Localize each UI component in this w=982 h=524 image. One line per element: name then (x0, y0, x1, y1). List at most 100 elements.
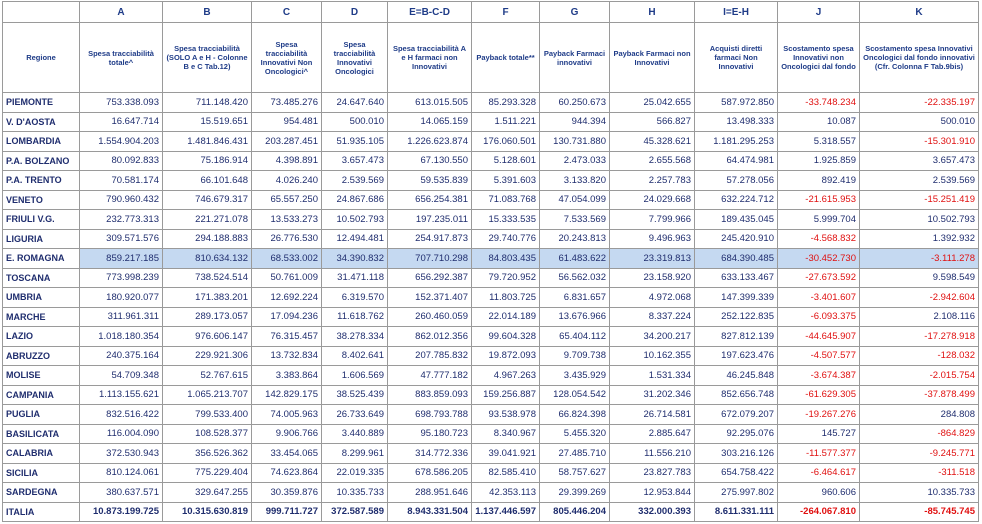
column-letter: H (609, 1, 695, 23)
region-cell: P.A. BOLZANO (2, 150, 80, 171)
value-cell: 284.808 (859, 404, 979, 425)
region-cell: SARDEGNA (2, 482, 80, 503)
value-cell: 47.777.182 (387, 365, 472, 386)
column-letter: I=E-H (694, 1, 778, 23)
region-cell: BASILICATA (2, 423, 80, 444)
value-cell: 252.122.835 (694, 306, 778, 327)
value-cell: 500.010 (321, 111, 388, 132)
value-cell: 22.019.335 (321, 462, 388, 483)
value-cell: 207.785.832 (387, 345, 472, 366)
value-cell: 892.419 (777, 170, 860, 191)
value-cell: 56.562.032 (539, 267, 610, 288)
value-cell: 20.243.813 (539, 228, 610, 249)
value-cell: 10.087 (777, 111, 860, 132)
value-cell: 5.999.704 (777, 209, 860, 230)
value-cell: 240.375.164 (79, 345, 163, 366)
region-cell: MARCHE (2, 306, 80, 327)
value-cell: -4.507.577 (777, 345, 860, 366)
value-cell: 976.606.147 (162, 326, 252, 347)
value-cell: 52.767.615 (162, 365, 252, 386)
value-cell: 1.925.859 (777, 150, 860, 171)
column-letter: E=B-C-D (387, 1, 472, 23)
value-cell: 1.606.569 (321, 365, 388, 386)
value-cell: 38.525.439 (321, 384, 388, 405)
table-row: E. ROMAGNA 859.217.185 810.634.132 68.533.0… (2, 248, 979, 269)
value-cell: 698.793.788 (387, 404, 472, 425)
value-cell: 6.831.657 (539, 287, 610, 308)
value-cell: -15.301.910 (859, 131, 979, 152)
value-cell: 8.340.967 (471, 423, 540, 444)
table-row: TOSCANA 773.998.239 738.524.514 50.761.009 3… (2, 267, 979, 288)
value-cell: 500.010 (859, 111, 979, 132)
value-cell: 7.799.966 (609, 209, 695, 230)
value-cell: 26.776.530 (251, 228, 322, 249)
value-cell: 883.859.093 (387, 384, 472, 405)
value-cell: 6.319.570 (321, 287, 388, 308)
value-cell: 10.502.793 (321, 209, 388, 230)
value-cell: 4.026.240 (251, 170, 322, 191)
value-cell: 2.885.647 (609, 423, 695, 444)
table-row: UMBRIA 180.920.077 171.383.201 12.692.224 6.… (2, 287, 979, 308)
letters-row: A B C D E=B-C-D F G H I=E-H J K (2, 1, 979, 23)
value-cell: 356.526.362 (162, 443, 252, 464)
column-letter: C (251, 1, 322, 23)
value-cell: 1.226.623.874 (387, 131, 472, 152)
value-cell: 12.953.844 (609, 482, 695, 503)
value-cell: 30.359.876 (251, 482, 322, 503)
value-cell: 71.083.768 (471, 189, 540, 210)
value-cell: 23.319.813 (609, 248, 695, 269)
region-cell: P.A. TRENTO (2, 170, 80, 191)
value-cell: 566.827 (609, 111, 695, 132)
region-cell: V. D'AOSTA (2, 111, 80, 132)
value-cell: 810.634.132 (162, 248, 252, 269)
value-cell: 9.496.963 (609, 228, 695, 249)
value-cell: 84.803.435 (471, 248, 540, 269)
value-cell: 64.474.981 (694, 150, 778, 171)
value-cell: 9.906.766 (251, 423, 322, 444)
value-cell: 130.731.880 (539, 131, 610, 152)
value-cell: 50.761.009 (251, 267, 322, 288)
value-cell: 2.108.116 (859, 306, 979, 327)
value-cell: 1.531.334 (609, 365, 695, 386)
column-header: Spesa tracciabilità totale^ (79, 22, 163, 93)
value-cell: 711.148.420 (162, 92, 252, 113)
table-row: MARCHE 311.961.311 289.173.057 17.094.236 11… (2, 306, 979, 327)
value-cell: 27.485.710 (539, 443, 610, 464)
value-cell: 656.254.381 (387, 189, 472, 210)
value-cell: -128.032 (859, 345, 979, 366)
value-cell: 1.554.904.203 (79, 131, 163, 152)
value-cell: 773.998.239 (79, 267, 163, 288)
region-cell: FRIULI V.G. (2, 209, 80, 230)
value-cell: 738.524.514 (162, 267, 252, 288)
value-cell: 66.101.648 (162, 170, 252, 191)
region-cell: ITALIA (2, 501, 80, 522)
value-cell: 1.392.932 (859, 228, 979, 249)
value-cell: -44.645.907 (777, 326, 860, 347)
value-cell: 99.604.328 (471, 326, 540, 347)
value-cell: 54.709.348 (79, 365, 163, 386)
value-cell: 8.299.961 (321, 443, 388, 464)
value-cell: 79.720.952 (471, 267, 540, 288)
table-row: CAMPANIA 1.113.155.621 1.065.213.707 142.82… (2, 384, 979, 405)
value-cell: 684.390.485 (694, 248, 778, 269)
value-cell: 70.581.174 (79, 170, 163, 191)
value-cell: 10.873.199.725 (79, 501, 163, 522)
value-cell: 4.398.891 (251, 150, 322, 171)
value-cell: 74.005.963 (251, 404, 322, 425)
value-cell: 799.533.400 (162, 404, 252, 425)
region-cell: UMBRIA (2, 287, 80, 308)
value-cell: 3.657.473 (859, 150, 979, 171)
value-cell: 1.137.446.597 (471, 501, 540, 522)
value-cell: 11.556.210 (609, 443, 695, 464)
value-cell: 4.967.263 (471, 365, 540, 386)
value-cell: 10.502.793 (859, 209, 979, 230)
value-cell: 1.481.846.431 (162, 131, 252, 152)
value-cell: -61.629.305 (777, 384, 860, 405)
value-cell: -6.093.375 (777, 306, 860, 327)
value-cell: 633.133.467 (694, 267, 778, 288)
value-cell: 176.060.501 (471, 131, 540, 152)
value-cell: 67.130.550 (387, 150, 472, 171)
value-cell: 15.333.535 (471, 209, 540, 230)
value-cell: 12.692.224 (251, 287, 322, 308)
value-cell: 10.335.733 (859, 482, 979, 503)
